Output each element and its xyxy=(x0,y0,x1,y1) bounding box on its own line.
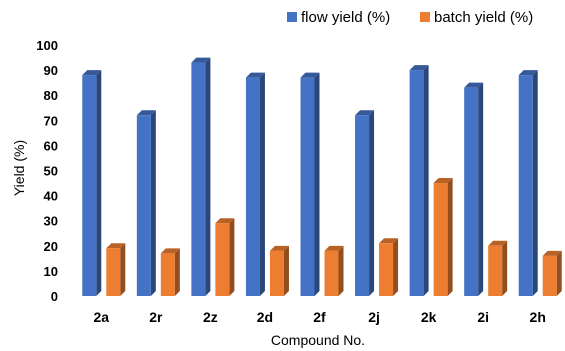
bar-batch-2k xyxy=(433,178,453,296)
bar-flow-2i xyxy=(464,82,484,296)
legend-item-flow: flow yield (%) xyxy=(287,9,390,26)
bar-flow-2h xyxy=(518,70,538,297)
y-tick-label: 10 xyxy=(44,264,58,279)
x-tick-label: 2f xyxy=(313,309,326,325)
bar-batch-2h xyxy=(542,250,562,296)
bar-flow-2z xyxy=(191,57,211,296)
bar-flow-2f xyxy=(300,72,320,296)
x-tick-label: 2h xyxy=(530,309,546,325)
bars xyxy=(82,57,562,297)
legend-swatch xyxy=(420,12,430,22)
x-axis-label: Compound No. xyxy=(271,332,365,348)
legend-label: batch yield (%) xyxy=(434,9,533,26)
legend: flow yield (%) batch yield (%) xyxy=(287,9,533,26)
bar-batch-2j xyxy=(379,238,399,296)
bar-batch-2d xyxy=(269,245,289,296)
bar-flow-2d xyxy=(245,72,265,296)
y-tick-label: 40 xyxy=(44,189,58,204)
x-tick-label: 2d xyxy=(257,309,273,325)
y-tick-label: 20 xyxy=(44,239,58,254)
y-axis-ticks: 0 10 20 30 40 50 60 70 80 90 100 xyxy=(36,38,58,304)
x-axis-ticks: 2a 2r 2z 2d 2f 2j 2k 2i 2h xyxy=(93,309,545,325)
x-tick-label: 2r xyxy=(149,309,163,325)
y-tick-label: 100 xyxy=(36,38,58,53)
y-tick-label: 60 xyxy=(44,138,58,153)
y-axis-label: Yield (%) xyxy=(11,140,27,196)
y-tick-label: 90 xyxy=(44,63,58,78)
x-tick-label: 2j xyxy=(368,309,380,325)
bar-flow-2j xyxy=(355,110,375,296)
x-tick-label: 2i xyxy=(477,309,489,325)
bar-batch-2z xyxy=(215,218,235,296)
bar-flow-2k xyxy=(409,65,429,296)
y-tick-label: 80 xyxy=(44,88,58,103)
bar-batch-2i xyxy=(488,240,508,296)
x-tick-label: 2k xyxy=(421,309,437,325)
bar-flow-2r xyxy=(136,110,156,296)
bar-batch-2a xyxy=(106,243,126,296)
bar-batch-2r xyxy=(160,248,180,296)
x-tick-label: 2z xyxy=(203,309,218,325)
legend-item-batch: batch yield (%) xyxy=(420,9,533,26)
x-tick-label: 2a xyxy=(93,309,109,325)
y-tick-label: 50 xyxy=(44,164,58,179)
y-tick-label: 30 xyxy=(44,214,58,229)
legend-label: flow yield (%) xyxy=(301,9,390,26)
bar-batch-2f xyxy=(324,245,344,296)
y-tick-label: 0 xyxy=(51,289,58,304)
y-tick-label: 70 xyxy=(44,113,58,128)
bar-flow-2a xyxy=(82,70,102,297)
legend-swatch xyxy=(287,12,297,22)
